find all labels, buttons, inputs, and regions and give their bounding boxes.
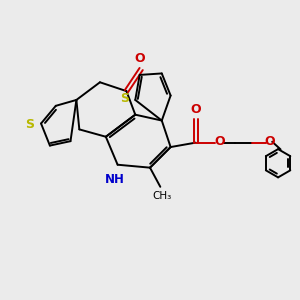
Text: O: O — [134, 52, 145, 65]
Text: CH₃: CH₃ — [152, 190, 171, 201]
Text: O: O — [264, 135, 274, 148]
Text: O: O — [190, 103, 201, 116]
Text: NH: NH — [105, 173, 124, 186]
Text: S: S — [26, 118, 34, 131]
Text: O: O — [214, 135, 224, 148]
Text: S: S — [121, 92, 130, 105]
